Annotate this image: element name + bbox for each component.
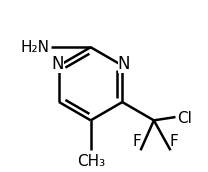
Text: F: F [133, 134, 142, 149]
Text: H₂N: H₂N [20, 40, 49, 55]
Text: N: N [118, 55, 130, 73]
Text: CH₃: CH₃ [77, 154, 105, 169]
Text: Cl: Cl [177, 111, 192, 126]
Text: N: N [51, 55, 64, 73]
Text: F: F [170, 134, 178, 149]
